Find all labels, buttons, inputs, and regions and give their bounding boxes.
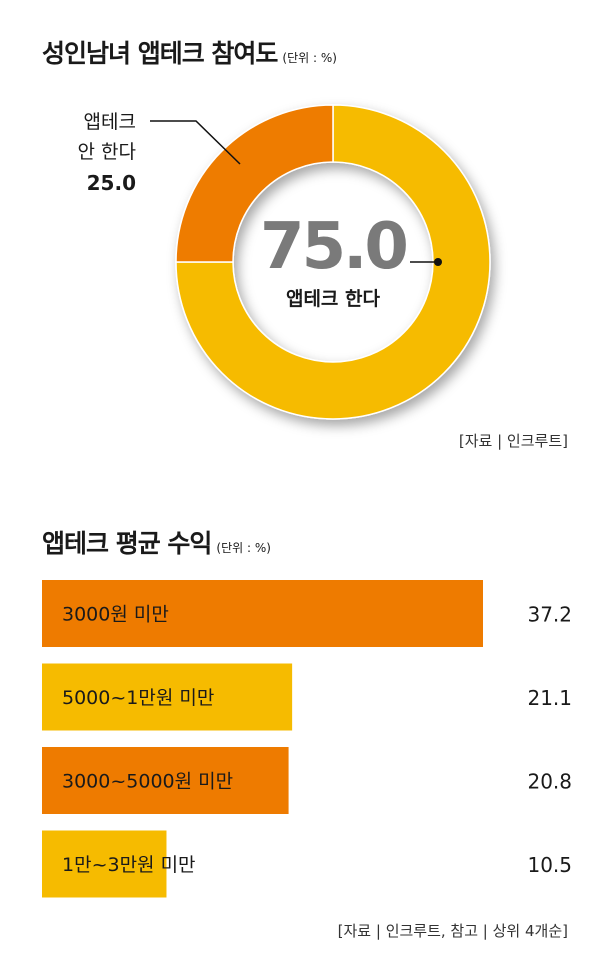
donut-slice-1: [175, 104, 491, 420]
bar-chart-source: [자료 | 인크루트, 참고 | 상위 4개순]: [337, 922, 568, 940]
donut-slice-2: [175, 104, 334, 263]
bar-label-3: 3000~5000원 미만: [62, 771, 233, 793]
bar-value-3: 20.8: [527, 770, 572, 794]
bar-4: [42, 830, 167, 898]
main-slice-leader-dot: [434, 258, 442, 266]
bar-value-1: 37.2: [527, 603, 572, 627]
bar-3: [42, 747, 289, 814]
bar-chart-title: 앱테크 평균 수익 (단위 : %): [42, 524, 271, 560]
donut-slices: [175, 104, 491, 420]
main-slice-value: 75.0: [260, 210, 406, 284]
bar-1: [42, 580, 483, 647]
main-slice-label-word2: 한다: [345, 288, 380, 310]
donut-chart-source: [자료 | 인크루트]: [458, 432, 568, 450]
minor-slice-value: 25.0: [87, 171, 136, 195]
minor-slice-label-line1: 앱테크: [84, 111, 136, 133]
bar-value-2: 21.1: [527, 686, 572, 710]
minor-slice-leader-line: [150, 120, 241, 165]
bar-chart: 3000원 미만 37.2 5000~1만원 미만 21.1 3000~5000원 미만…: [42, 580, 572, 898]
bar-2: [42, 663, 293, 731]
bar-chart-unit: (단위 : %): [216, 541, 271, 555]
donut-chart: 75.0 앱테크 한다 앱테크 안 한다 25.0: [78, 104, 491, 420]
bar-label-1: 3000원 미만: [62, 604, 169, 626]
minor-slice-label-line2: 안 한다: [78, 141, 136, 163]
bar-chart-title-text: 앱테크 평균 수익: [42, 529, 212, 558]
main-slice-label: 앱테크 한다: [286, 288, 381, 310]
donut-chart-unit: (단위 : %): [282, 51, 337, 65]
donut-chart-title-text: 성인남녀 앱테크 참여도: [42, 39, 278, 68]
bar-label-4: 1만~3만원 미만: [62, 854, 196, 876]
bar-label-2: 5000~1만원 미만: [62, 687, 214, 709]
donut-chart-title: 성인남녀 앱테크 참여도 (단위 : %): [42, 34, 337, 70]
bar-value-4: 10.5: [527, 853, 572, 877]
main-slice-label-word1: 앱테크: [286, 288, 338, 310]
